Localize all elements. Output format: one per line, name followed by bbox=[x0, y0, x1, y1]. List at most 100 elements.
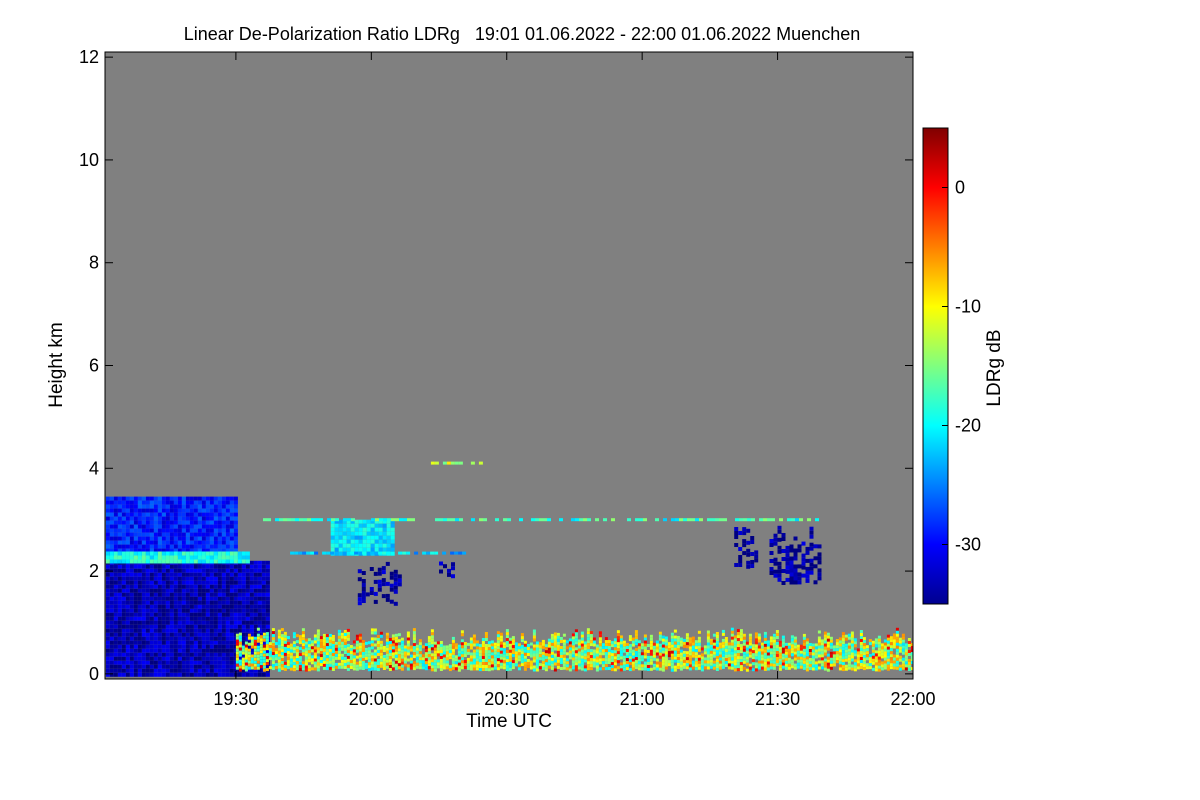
heatmap-cell bbox=[125, 512, 130, 517]
heatmap-cell bbox=[342, 551, 347, 556]
heatmap-cell bbox=[682, 665, 686, 669]
heatmap-cell bbox=[217, 508, 222, 513]
heatmap-cell bbox=[550, 657, 554, 661]
heatmap-cell bbox=[809, 542, 814, 547]
heatmap-cell bbox=[550, 639, 554, 643]
heatmap-cell bbox=[859, 660, 863, 663]
heatmap-cell bbox=[313, 634, 317, 638]
heatmap-cell bbox=[475, 640, 479, 644]
heatmap-cell bbox=[880, 655, 884, 659]
heatmap-cell bbox=[137, 604, 142, 609]
heatmap-cell bbox=[910, 661, 913, 665]
heatmap-cell bbox=[343, 642, 347, 645]
layer-cell bbox=[747, 518, 751, 522]
heatmap-cell bbox=[574, 635, 578, 639]
heatmap-cell bbox=[625, 658, 629, 661]
heatmap-cell bbox=[463, 666, 467, 669]
heatmap-cell bbox=[790, 647, 794, 651]
heatmap-cell bbox=[403, 660, 407, 664]
heatmap-cell bbox=[895, 660, 899, 664]
heatmap-cell bbox=[750, 564, 755, 568]
heatmap-cell bbox=[799, 656, 803, 660]
heatmap-cell bbox=[105, 624, 110, 629]
layer-cell bbox=[411, 518, 415, 522]
heatmap-cell bbox=[145, 512, 150, 517]
heatmap-cell bbox=[189, 504, 194, 509]
heatmap-cell bbox=[613, 644, 617, 648]
heatmap-cell bbox=[559, 640, 563, 643]
heatmap-cell bbox=[589, 643, 593, 647]
heatmap-cell bbox=[229, 596, 234, 601]
heatmap-cell bbox=[378, 539, 383, 544]
heatmap-cell bbox=[781, 638, 785, 642]
heatmap-cell bbox=[229, 572, 234, 577]
heatmap-cell bbox=[457, 668, 461, 672]
heatmap-cell bbox=[682, 644, 686, 648]
heatmap-cell bbox=[412, 637, 416, 641]
heatmap-cell bbox=[868, 639, 872, 643]
heatmap-cell bbox=[745, 641, 749, 645]
heatmap-cell bbox=[433, 662, 437, 666]
heatmap-cell bbox=[616, 654, 620, 658]
heatmap-cell bbox=[613, 647, 617, 651]
heatmap-cell bbox=[374, 523, 379, 528]
heatmap-cell bbox=[189, 544, 194, 549]
heatmap-cell bbox=[125, 576, 130, 581]
heatmap-cell bbox=[209, 496, 214, 501]
heatmap-cell bbox=[253, 668, 258, 673]
heatmap-cell bbox=[571, 636, 575, 640]
heatmap-cell bbox=[430, 638, 434, 642]
heatmap-cell bbox=[856, 651, 860, 655]
heatmap-cell bbox=[481, 647, 485, 650]
heatmap-cell bbox=[826, 665, 830, 669]
layer-cell bbox=[326, 551, 331, 555]
heatmap-cell bbox=[679, 652, 683, 656]
heatmap-cell bbox=[205, 551, 210, 556]
heatmap-cell bbox=[137, 580, 142, 585]
heatmap-cell bbox=[249, 576, 254, 581]
heatmap-cell bbox=[400, 643, 404, 647]
heatmap-cell bbox=[289, 658, 293, 662]
heatmap-cell bbox=[235, 633, 239, 637]
heatmap-cell bbox=[109, 572, 114, 577]
heatmap-cell bbox=[244, 656, 248, 660]
heatmap-cell bbox=[730, 657, 734, 661]
heatmap-cell bbox=[256, 639, 260, 643]
heatmap-cell bbox=[173, 500, 178, 505]
heatmap-cell bbox=[754, 554, 759, 559]
heatmap-cell bbox=[245, 616, 250, 621]
heatmap-cell bbox=[814, 655, 818, 659]
heatmap-cell bbox=[550, 654, 554, 658]
heatmap-cell bbox=[173, 564, 178, 569]
heatmap-cell bbox=[165, 656, 170, 661]
heatmap-cell bbox=[466, 651, 470, 655]
heatmap-cell bbox=[847, 648, 851, 652]
heatmap-cell bbox=[165, 584, 170, 589]
heatmap-cell bbox=[577, 648, 581, 652]
heatmap-cell bbox=[409, 663, 413, 667]
heatmap-cell bbox=[378, 531, 383, 536]
heatmap-cell bbox=[217, 660, 222, 665]
heatmap-cell bbox=[346, 527, 351, 532]
heatmap-cell bbox=[217, 568, 222, 573]
heatmap-cell bbox=[463, 651, 467, 654]
heatmap-cell bbox=[221, 648, 226, 653]
heatmap-cell bbox=[189, 668, 194, 673]
heatmap-cell bbox=[910, 646, 913, 650]
heatmap-cell bbox=[532, 668, 536, 672]
heatmap-cell bbox=[221, 636, 226, 641]
heatmap-cell bbox=[342, 547, 347, 552]
heatmap-cell bbox=[257, 616, 262, 621]
heatmap-cell bbox=[808, 652, 812, 655]
heatmap-cell bbox=[161, 548, 166, 553]
heatmap-cell bbox=[213, 551, 218, 556]
heatmap-cell bbox=[307, 656, 311, 660]
heatmap-cell bbox=[742, 651, 746, 655]
heatmap-cell bbox=[616, 648, 620, 652]
heatmap-cell bbox=[177, 516, 182, 521]
heatmap-cell bbox=[161, 596, 166, 601]
heatmap-cell bbox=[757, 636, 761, 640]
heatmap-cell bbox=[235, 639, 239, 643]
heatmap-cell bbox=[313, 637, 317, 641]
layer-cell bbox=[279, 518, 283, 522]
